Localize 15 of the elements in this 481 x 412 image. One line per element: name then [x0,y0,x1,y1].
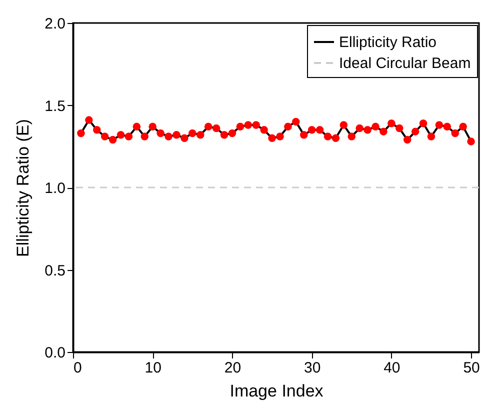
x-tick-label: 20 [224,360,242,376]
y-tick-label: 0.0 [44,344,66,362]
y-tick-label: 2.0 [44,16,66,32]
y-tick-label: 1.5 [44,98,66,115]
x-tick-label: 10 [144,360,162,376]
legend-label: Ideal Circular Beam [339,55,471,72]
x-tick-label: 0 [74,360,82,376]
y-axis-title: Ellipticity Ratio (E) [14,119,33,257]
legend-label: Ellipticity Ratio [339,34,437,51]
x-tick-label: 30 [304,360,321,376]
y-tick-label: 1.0 [44,180,66,197]
y-tick-label: 0.5 [44,262,66,280]
x-axis-title: Image Index [230,382,324,400]
x-tick-label: 50 [463,360,480,376]
x-tick-label: 40 [384,360,400,376]
